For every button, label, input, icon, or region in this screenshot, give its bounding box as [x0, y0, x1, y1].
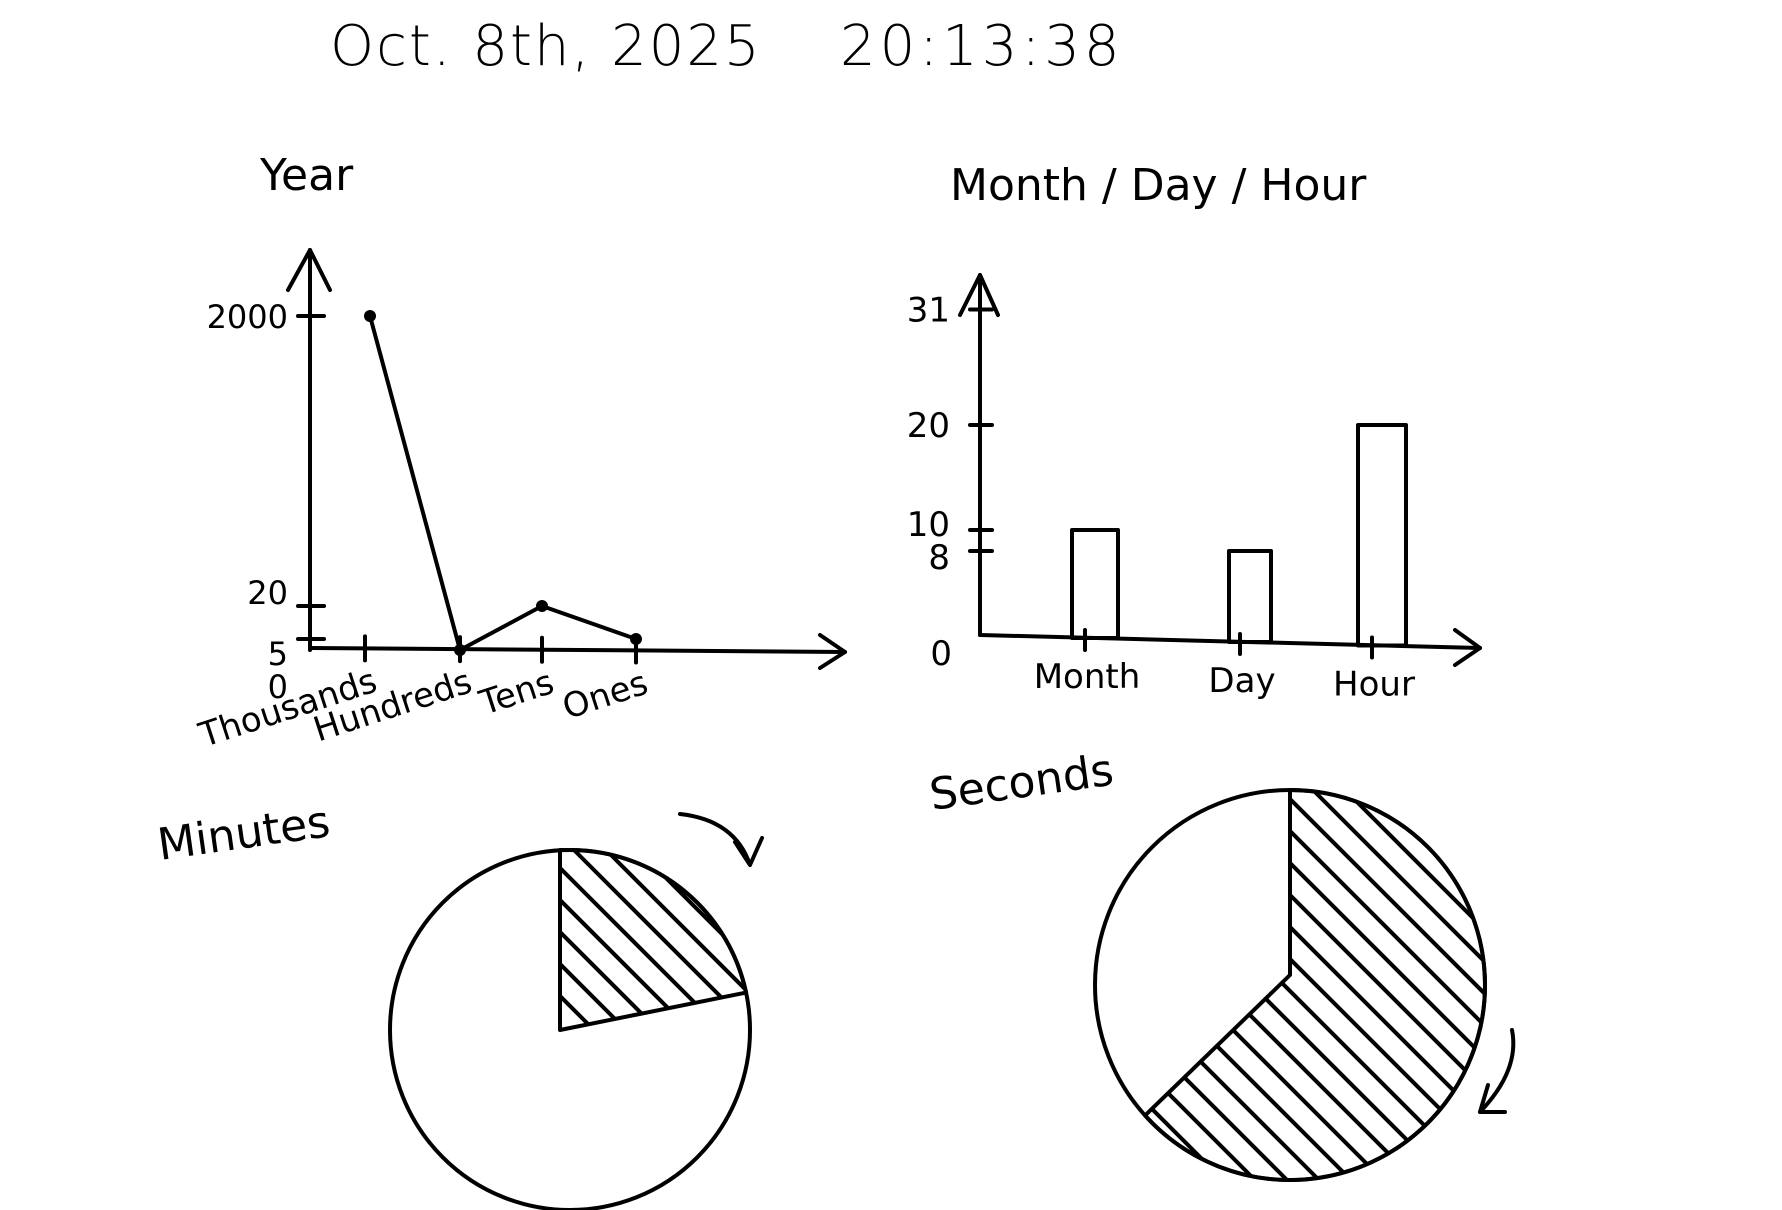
min-hatch-line — [636, 850, 747, 1030]
header: Oct. 8th, 2025 20:13:38 — [0, 14, 1782, 84]
sec-hatch-line — [1279, 790, 1485, 1180]
year-x-tick-label: Ones — [558, 663, 653, 728]
month-day-hour-bar-chart: Month / Day / Hour 31 20 108 0 Month Day Hour — [907, 160, 1482, 704]
mdh-y-tick-label: 8 — [928, 538, 950, 578]
sec-hatch-line — [1145, 790, 1193, 1180]
mdh-y-tick-label: 0 — [930, 634, 952, 674]
sec-hatch-line — [1145, 790, 1417, 1180]
year-y-tick-label: 20 — [247, 574, 288, 612]
minutes-pie-chart: Minutes — [154, 796, 764, 1210]
date-display: Oct. 8th, 2025 — [330, 14, 762, 79]
min-hatch-line — [560, 850, 712, 1030]
mdh-y-tick-label: 31 — [907, 291, 950, 331]
seconds-direction-arrow-icon — [1478, 1028, 1516, 1114]
sec-hatch-line — [1471, 790, 1485, 1180]
mdh-x-tick-label: Hour — [1333, 664, 1415, 704]
sec-hatch-line — [1145, 790, 1353, 1180]
mdh-y-ticks: 31 20 108 0 — [907, 291, 994, 674]
mdh-x-tick-label: Day — [1208, 661, 1275, 701]
min-hatch-line — [190, 850, 550, 1210]
min-hatch-line — [604, 850, 747, 1030]
mdh-x-ticks: Month Day Hour — [1034, 627, 1415, 704]
year-point — [536, 600, 548, 612]
mdh-y-axis-arrow — [958, 273, 1000, 317]
year-y-tick-label: 0 — [268, 668, 288, 706]
minutes-chart-title: Minutes — [154, 796, 333, 871]
min-hatch-line — [158, 850, 518, 1210]
year-x-tick-label: Tens — [474, 662, 559, 724]
sec-hatch-line — [1145, 790, 1289, 1180]
year-y-ticks: 2000 20 50 — [207, 298, 326, 706]
sec-hatch-line — [1145, 790, 1485, 1180]
min-hatch-line — [560, 850, 747, 1030]
year-x-axis-arrow — [818, 633, 847, 670]
mdh-bar — [1227, 549, 1273, 645]
sec-hatch-line — [1145, 790, 1257, 1180]
sec-hatch-line — [1375, 790, 1485, 1180]
year-point — [454, 644, 466, 656]
mdh-bar — [1070, 528, 1120, 640]
year-point — [364, 310, 376, 322]
min-hatch-line — [62, 850, 422, 1210]
year-y-tick-label: 2000 — [207, 298, 288, 336]
year-line — [368, 314, 638, 652]
mdh-chart-title: Month / Day / Hour — [950, 160, 1367, 211]
sec-hatch-line — [1145, 790, 1385, 1180]
mdh-y-tick-label: 20 — [907, 406, 950, 446]
sec-hatch-line — [1215, 790, 1485, 1180]
mdh-axes — [958, 273, 1482, 667]
seconds-pie-chart: Seconds — [926, 745, 1516, 1182]
seconds-chart-title: Seconds — [926, 745, 1116, 821]
min-hatch-line — [560, 850, 747, 1030]
seconds-slice — [737, 788, 1487, 1182]
sec-hatch-line — [1145, 790, 1161, 1180]
min-hatch-line — [560, 850, 584, 1030]
sec-hatch-line — [737, 790, 1127, 1180]
min-hatch-line — [572, 850, 747, 1030]
sec-hatch-line — [1145, 790, 1449, 1180]
sec-slice-outline — [1143, 788, 1487, 1182]
sec-hatch-line — [1439, 790, 1485, 1180]
mdh-x-tick-label: Month — [1034, 657, 1141, 697]
min-slice-outline — [558, 848, 749, 1032]
mdh-bar — [1356, 423, 1408, 648]
sec-slice-hatching — [737, 790, 1485, 1180]
sec-hatch-line — [1145, 790, 1481, 1180]
mdh-x-axis-arrow — [1453, 628, 1482, 667]
min-hatch-line — [30, 850, 390, 1210]
year-series — [364, 310, 642, 656]
year-point — [630, 633, 642, 645]
sec-hatch-line — [1311, 790, 1485, 1180]
mdh-y-tick-label: 10 — [907, 505, 950, 545]
year-chart-title: Year — [259, 150, 354, 201]
mdh-bars — [1070, 423, 1408, 648]
sec-hatch-line — [1343, 790, 1485, 1180]
sec-hatch-line — [1407, 790, 1485, 1180]
min-hatch-line — [126, 850, 486, 1210]
year-y-axis-arrow — [286, 248, 332, 292]
time-display: 20:13:38 — [840, 14, 1124, 79]
min-hatch-line — [560, 850, 680, 1030]
sec-hatch-line — [1183, 790, 1485, 1180]
year-x-axis — [308, 646, 847, 654]
min-hatch-line — [94, 850, 454, 1210]
sec-hatch-line — [1145, 790, 1321, 1180]
sec-hatch-line — [1145, 790, 1225, 1180]
min-hatch-line — [560, 850, 648, 1030]
sec-hatch-line — [1247, 790, 1485, 1180]
minutes-direction-arrow-icon — [678, 812, 764, 867]
year-y-tick-label: 5 — [268, 635, 288, 673]
